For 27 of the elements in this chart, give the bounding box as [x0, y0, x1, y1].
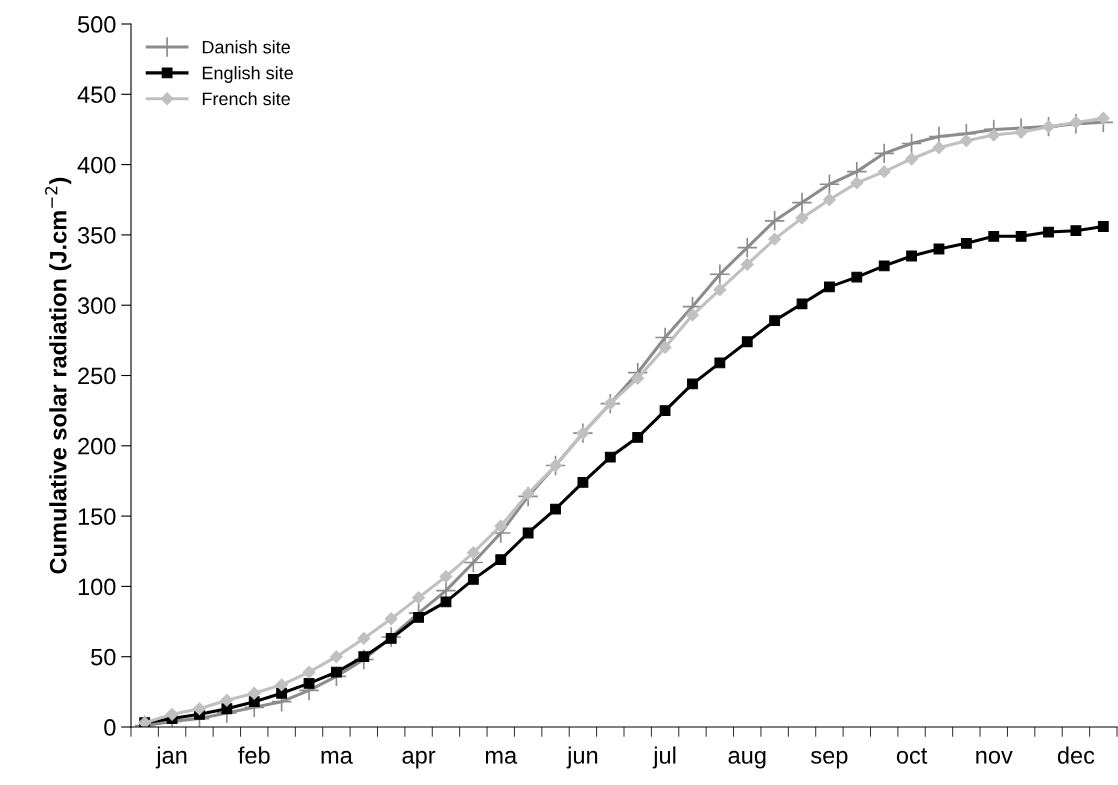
x-tick-label: oct — [896, 748, 928, 764]
legend-label: English site — [202, 66, 293, 83]
x-tick-label: jun — [566, 746, 598, 769]
x-tick-label: ma — [321, 750, 353, 764]
y-tick-label: 350 — [77, 226, 116, 244]
y-tick-label: 450 — [77, 86, 116, 104]
legend-label: Danish site — [202, 40, 290, 54]
y-tick-label: 300 — [77, 297, 116, 314]
x-tick-label: aug — [728, 750, 766, 769]
y-tick-label: 200 — [78, 437, 116, 455]
x-tick-label: ma — [485, 750, 518, 764]
x-tick-label: sep — [811, 750, 848, 769]
y-tick-label: 500 — [77, 16, 116, 33]
y-tick-label: 150 — [78, 508, 116, 525]
x-tick-label: jan — [155, 746, 187, 769]
y-tick-label: 50 — [91, 648, 116, 666]
y-tick-label: 100 — [78, 578, 116, 596]
x-tick-label: dec — [1057, 746, 1095, 764]
x-tick-label: apr — [402, 750, 436, 769]
y-tick-label: 0 — [104, 719, 116, 736]
x-tick-label: nov — [976, 750, 1013, 764]
y-tick-label: 250 — [78, 367, 116, 385]
legend-label: French site — [202, 91, 290, 106]
x-tick-label: jul — [652, 746, 676, 769]
y-tick-label: 400 — [77, 156, 116, 174]
y-axis-title: Cumulative solar radiation (J.cm$^{−2}$) — [45, 177, 72, 574]
x-tick-label: feb — [238, 746, 270, 764]
